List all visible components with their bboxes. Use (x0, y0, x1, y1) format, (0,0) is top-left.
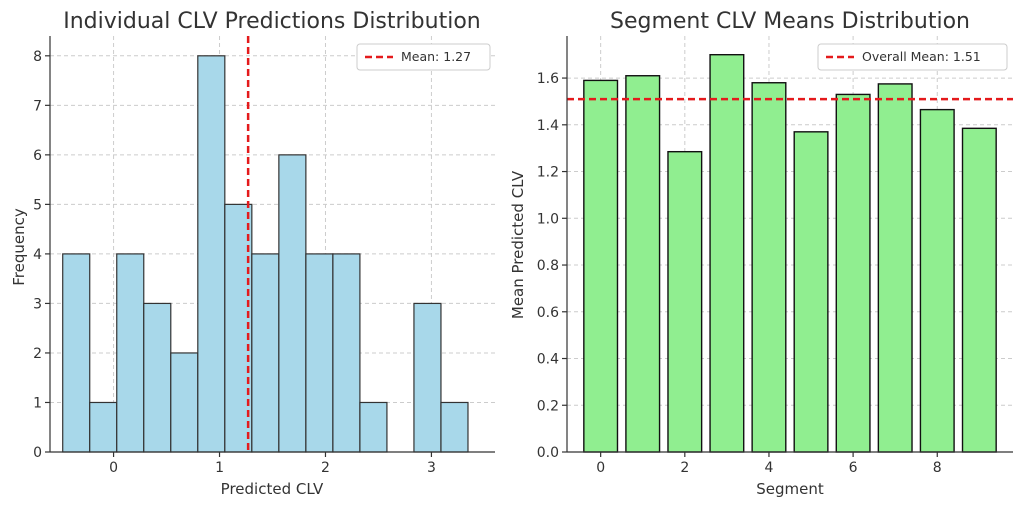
legend-box (356, 43, 491, 71)
y-tick-label: 1 (33, 395, 42, 411)
x-axis-label: Predicted CLV (221, 480, 324, 498)
y-tick-label: 1.2 (537, 165, 559, 181)
tick-labels: 0.0 0.2 0.4 0.6 0.8 1.0 1.2 1.4 1.6 0 2 4 6 8 (537, 71, 942, 476)
y-tick-label: 0.2 (537, 398, 559, 414)
segment-bar (835, 93, 871, 453)
y-tick-label: 0.8 (537, 258, 559, 274)
segment-bar (793, 131, 829, 453)
y-tick-label: 3 (33, 296, 42, 312)
histogram-bar (305, 253, 334, 453)
segment-bar (667, 150, 703, 453)
histogram-bar (440, 401, 469, 453)
histogram-bar (197, 55, 226, 453)
y-tick-label: 2 (33, 346, 42, 362)
histogram-bar (116, 253, 145, 453)
legend: Mean: 1.27 (356, 43, 491, 71)
histogram-bar (89, 401, 118, 453)
y-axis-label: Frequency (10, 208, 28, 286)
y-tick-label: 1.4 (537, 118, 559, 134)
y-tick-label: 0.6 (537, 305, 559, 321)
segment-bar (583, 79, 619, 453)
legend-box (817, 43, 1008, 71)
y-tick-label: 0.4 (537, 352, 559, 368)
histogram-bar (332, 253, 361, 453)
histogram-bar (359, 401, 388, 453)
y-tick-label: 0 (33, 445, 42, 461)
legend-label: Mean: 1.27 (401, 49, 471, 64)
x-tick-label: 0 (109, 460, 118, 476)
segment-bar (961, 127, 997, 453)
segment-bar (751, 82, 787, 453)
segment-bar (919, 108, 955, 453)
x-tick-label: 3 (427, 460, 436, 476)
x-tick-label: 2 (680, 460, 689, 476)
x-tick-label: 6 (849, 460, 858, 476)
y-tick-label: 1.6 (537, 71, 559, 87)
x-tick-label: 0 (596, 460, 605, 476)
bars (583, 53, 997, 453)
x-tick-label: 4 (765, 460, 774, 476)
y-tick-label: 4 (33, 247, 42, 263)
y-tick-label: 0.0 (537, 445, 559, 461)
histogram-bar (170, 352, 199, 453)
tick-labels: 0 1 2 3 4 5 6 7 8 0 1 2 3 (33, 49, 436, 476)
y-axis-label: Mean Predicted CLV (509, 170, 527, 319)
segment-bar (709, 53, 745, 453)
histogram-bar (143, 302, 172, 453)
segment-bar-chart: Segment CLV Means Distribution 0.0 0.2 0.4… (509, 9, 1013, 498)
y-tick-label: 6 (33, 148, 42, 164)
x-tick-label: 8 (933, 460, 942, 476)
histogram-bar (413, 302, 442, 453)
chart-title: Individual CLV Predictions Distribution (63, 9, 480, 34)
y-tick-label: 5 (33, 197, 42, 213)
y-tick-label: 7 (33, 98, 42, 114)
legend-label: Overall Mean: 1.51 (862, 49, 981, 64)
axes (566, 36, 1013, 453)
histogram-bar (278, 154, 307, 453)
histogram-bar (62, 253, 91, 453)
segment-bar (625, 75, 661, 453)
y-tick-label: 8 (33, 49, 42, 65)
x-tick-label: 1 (215, 460, 224, 476)
x-axis-label: Segment (756, 480, 824, 498)
histogram-chart: Individual CLV Predictions Distribution … (10, 9, 495, 498)
y-tick-label: 1.0 (537, 211, 559, 227)
legend: Overall Mean: 1.51 (817, 43, 1008, 71)
histogram-bar (251, 253, 280, 453)
x-tick-label: 2 (321, 460, 330, 476)
segment-bar (877, 83, 913, 453)
chart-title: Segment CLV Means Distribution (610, 9, 970, 34)
